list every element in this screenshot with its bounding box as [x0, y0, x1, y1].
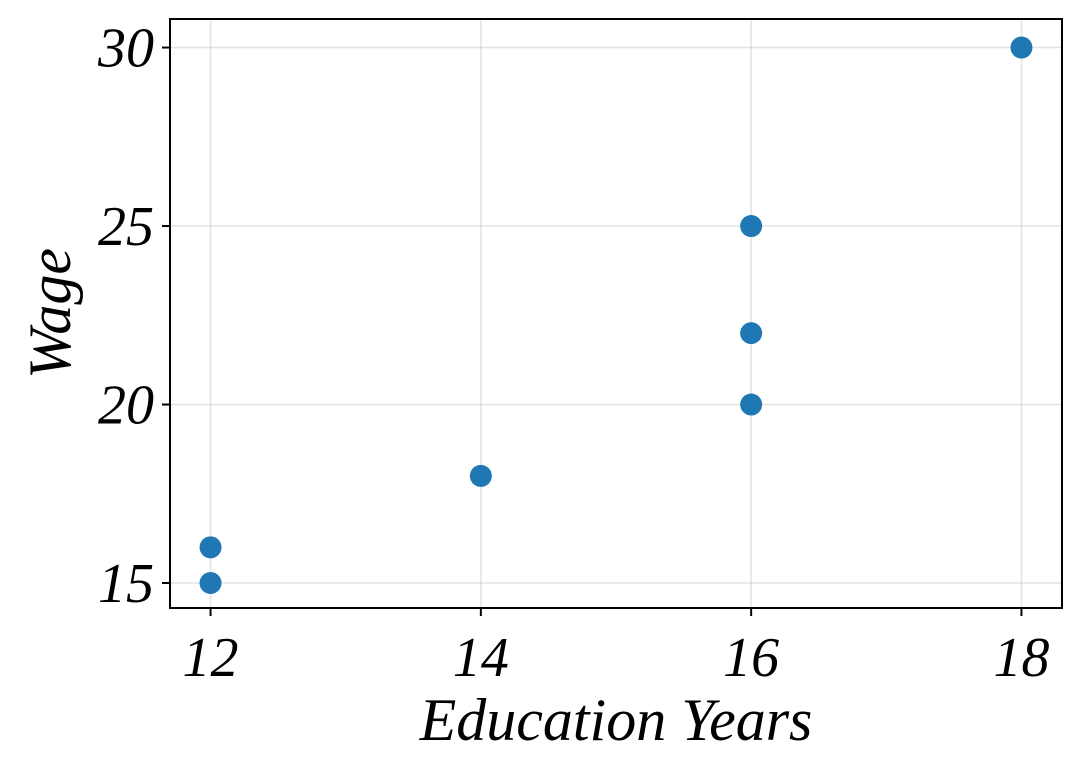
x-tick-label: 12 — [183, 627, 239, 689]
x-tick-label: 14 — [453, 627, 509, 689]
data-points — [199, 36, 1033, 595]
y-tick-label: 20 — [98, 375, 154, 437]
data-point — [740, 393, 763, 416]
data-point — [199, 572, 222, 595]
grid — [170, 19, 1062, 608]
plot-frame — [169, 18, 1063, 609]
y-tick-label: 30 — [97, 18, 154, 80]
x-tick-label: 18 — [993, 627, 1049, 689]
x-axis-title: Education Years — [419, 687, 813, 753]
y-tick-label: 15 — [98, 553, 154, 615]
data-point — [740, 322, 763, 345]
y-axis-title: Wage — [17, 248, 83, 379]
data-point — [740, 215, 763, 238]
data-point — [469, 464, 492, 487]
data-point — [1010, 36, 1033, 59]
data-point — [199, 536, 222, 559]
axis-ticks: 12 14 16 18 15 20 25 30 — [97, 18, 1049, 689]
y-tick-label: 25 — [98, 196, 154, 258]
x-tick-label: 16 — [723, 627, 779, 689]
